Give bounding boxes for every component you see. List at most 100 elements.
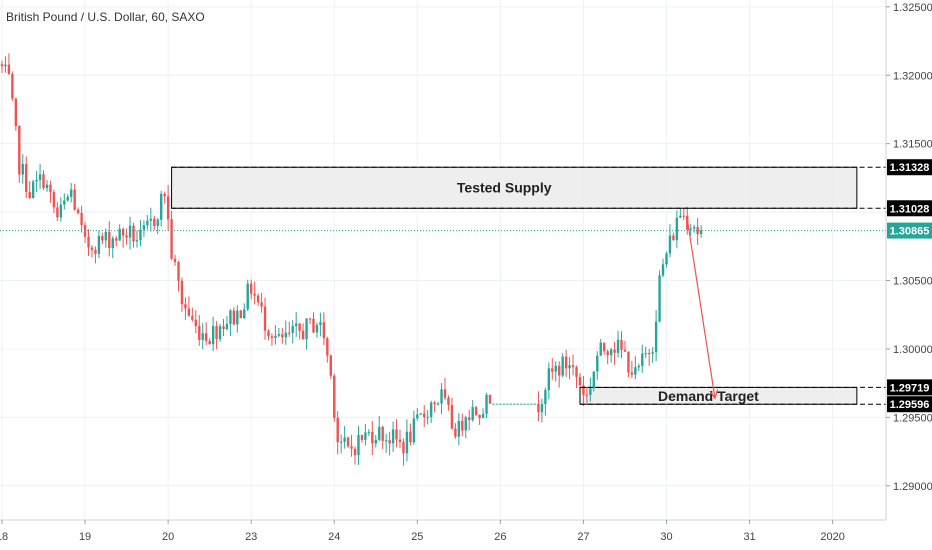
- x-tick-label-0: 18: [0, 531, 8, 543]
- candle-body-200: [692, 226, 696, 229]
- candle-body-121: [419, 413, 422, 415]
- candle-body-39: [135, 240, 139, 242]
- x-tick-label-6: 26: [494, 531, 506, 543]
- candle-body-132: [457, 421, 461, 437]
- candle-body-26: [90, 247, 94, 250]
- candle-body-87: [301, 330, 305, 340]
- candle-body-185: [641, 353, 644, 366]
- y-axis[interactable]: 1.325001.320001.315001.310001.305001.300…: [886, 2, 932, 493]
- candle-body-179: [620, 339, 623, 350]
- candle-body-53: [184, 304, 187, 309]
- candle-body-126: [436, 403, 440, 405]
- candle-body-57: [198, 326, 201, 340]
- x-tick-label-5: 25: [411, 531, 423, 543]
- x-tick-label-2: 20: [162, 531, 174, 543]
- candle-body-188: [651, 352, 654, 354]
- candle-body-152: [526, 403, 530, 405]
- candle-body-99: [343, 437, 346, 442]
- zone-box-0: [171, 166, 858, 209]
- candle-body-35: [121, 228, 125, 236]
- chart-title: British Pound / U.S. Dollar, 60, SAXO: [6, 10, 205, 24]
- candle-body-8: [28, 192, 31, 199]
- candle-body-117: [405, 431, 409, 454]
- level-badge-2-label: 1.29719: [890, 382, 930, 394]
- candle-body-33: [115, 238, 118, 241]
- candle-body-22: [76, 209, 80, 214]
- candle-body-15: [52, 192, 56, 208]
- candle-body-169: [585, 394, 589, 396]
- candle-body-111: [384, 440, 388, 442]
- candle-body-67: [232, 310, 236, 325]
- candle-body-113: [391, 429, 395, 444]
- candle-body-82: [284, 332, 287, 338]
- candle-body-52: [180, 280, 184, 305]
- candle-body-163: [564, 356, 568, 369]
- candle-body-115: [398, 439, 402, 442]
- candle-body-74: [256, 295, 260, 303]
- candle-body-84: [291, 326, 294, 333]
- candle-body-5: [18, 126, 21, 175]
- candle-body-180: [623, 349, 627, 352]
- candle-body-202: [699, 230, 703, 235]
- candle-body-68: [236, 310, 239, 325]
- candle-body-135: [468, 417, 471, 421]
- candle-body-116: [402, 441, 405, 454]
- candle-body-51: [177, 262, 180, 281]
- x-tick-label-10: 2020: [820, 531, 844, 543]
- candle-body-31: [108, 231, 111, 248]
- level-badge-2-bg: [887, 379, 932, 396]
- candle-body-0: [0, 64, 4, 67]
- candle-body-2: [7, 64, 11, 75]
- zones: Tested Supply Demand Target: [171, 166, 858, 405]
- candle-body-191: [661, 264, 665, 276]
- chart-grid: [0, 0, 886, 520]
- candle-body-10: [35, 179, 38, 182]
- candle-body-158: [547, 368, 551, 391]
- candle-body-89: [308, 318, 312, 320]
- candle-body-151: [523, 403, 526, 405]
- candle-body-73: [253, 293, 256, 296]
- candle-body-119: [412, 418, 416, 443]
- candle-body-77: [267, 330, 270, 337]
- candle-body-29: [101, 235, 104, 241]
- candle-body-155: [537, 403, 540, 413]
- candle-body-64: [222, 326, 225, 330]
- candle-body-118: [409, 431, 412, 443]
- candle-body-154: [533, 403, 537, 405]
- candle-body-161: [558, 365, 561, 376]
- candle-body-143: [495, 403, 499, 405]
- candle-body-55: [191, 315, 194, 320]
- candle-body-60: [208, 341, 211, 345]
- candle-body-199: [689, 228, 692, 230]
- candle-body-104: [360, 435, 364, 440]
- candle-body-3: [11, 74, 14, 99]
- candle-body-44: [153, 218, 156, 226]
- candle-body-173: [599, 342, 602, 356]
- candle-body-134: [464, 417, 467, 431]
- candle-body-80: [277, 334, 281, 336]
- candle-body-122: [423, 413, 426, 418]
- candle-body-20: [70, 189, 73, 197]
- candle-body-65: [225, 323, 229, 330]
- candle-body-6: [21, 164, 24, 175]
- x-axis[interactable]: 18 19 20 23 24 25 26 27 30 31 2020: [0, 520, 845, 543]
- level-badge-1-bg: [887, 200, 932, 217]
- current-price-badge-bg: [887, 222, 932, 239]
- candle-body-21: [73, 189, 76, 210]
- candle-body-172: [596, 355, 599, 372]
- candle-body-42: [146, 220, 149, 226]
- candle-body-170: [589, 388, 592, 395]
- x-tick-label-1: 19: [79, 531, 91, 543]
- candle-body-147: [509, 403, 512, 405]
- candle-body-103: [357, 435, 360, 456]
- candle-body-110: [381, 426, 384, 441]
- candle-body-81: [281, 334, 284, 338]
- zone-label-1: Demand Target: [658, 388, 759, 404]
- level-badge-0-bg: [887, 159, 932, 176]
- candle-body-167: [578, 376, 582, 386]
- candle-body-109: [378, 426, 381, 440]
- candle-body-112: [388, 440, 391, 444]
- candle-body-32: [111, 238, 114, 248]
- candle-body-50: [173, 258, 177, 263]
